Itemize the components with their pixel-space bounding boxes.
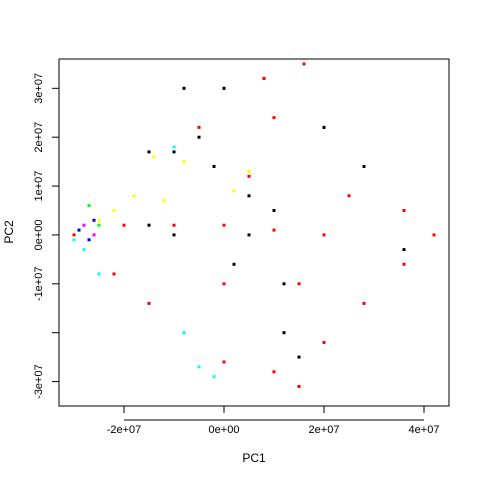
y-tick-label: -3e+07	[33, 364, 45, 399]
data-point	[272, 116, 276, 120]
data-point	[222, 86, 226, 90]
data-point	[87, 204, 91, 208]
data-point	[172, 150, 176, 154]
data-point	[302, 62, 306, 66]
data-point	[172, 233, 176, 237]
data-point	[247, 169, 251, 173]
data-point	[402, 209, 406, 212]
data-point	[182, 331, 186, 335]
y-axis: -3e+07 -1e+07 0e+00 1e+07 2e+07 3e+07	[33, 73, 59, 399]
y-axis-title: PC2	[2, 220, 16, 244]
data-point	[222, 223, 226, 227]
data-point	[212, 165, 216, 168]
data-point	[82, 223, 86, 227]
data-point	[297, 355, 301, 359]
data-point	[182, 86, 186, 90]
data-point	[182, 160, 186, 164]
data-point	[402, 248, 406, 252]
x-tick-label: 4e+07	[409, 424, 440, 436]
data-point	[212, 375, 216, 379]
y-tick-label: 2e+07	[33, 122, 45, 153]
x-tick-label: 2e+07	[309, 424, 340, 436]
data-point	[132, 194, 136, 198]
data-point	[92, 233, 96, 237]
plot-frame	[58, 58, 450, 407]
data-point	[282, 331, 286, 335]
data-point	[147, 223, 151, 227]
y-tick-label: 1e+07	[33, 171, 45, 202]
data-point	[147, 301, 151, 305]
data-point	[322, 125, 326, 129]
x-axis: -2e+07 0e+00 2e+07 4e+07	[107, 406, 440, 436]
data-point	[362, 165, 366, 168]
data-point	[197, 125, 201, 129]
data-point	[247, 194, 251, 198]
points-layer	[72, 62, 436, 388]
data-point	[147, 150, 151, 154]
data-point	[97, 218, 101, 222]
data-point	[162, 199, 166, 203]
data-point	[232, 262, 236, 266]
data-point	[172, 223, 176, 227]
data-point	[297, 282, 301, 286]
data-point	[432, 233, 436, 237]
data-point	[262, 77, 266, 80]
data-point	[272, 370, 276, 374]
data-point	[197, 365, 201, 369]
x-tick-label: 0e+00	[209, 424, 240, 436]
data-point	[282, 282, 286, 286]
data-point	[272, 228, 276, 232]
data-point	[247, 174, 251, 178]
data-point	[97, 223, 101, 227]
data-point	[172, 145, 176, 149]
data-point	[272, 209, 276, 212]
data-point	[87, 238, 91, 242]
data-point	[402, 262, 406, 266]
data-point	[97, 272, 101, 276]
axes-layer: -2e+07 0e+00 2e+07 4e+07 -3e+07 -1e+07 0e+00 1…	[2, 58, 450, 465]
y-tick-label: 0e+00	[33, 219, 45, 250]
data-point	[362, 301, 366, 305]
data-point	[322, 341, 326, 344]
data-point	[197, 135, 201, 139]
data-point	[92, 218, 96, 222]
data-point	[72, 238, 76, 242]
y-tick-label: -1e+07	[33, 267, 45, 302]
data-point	[232, 189, 236, 193]
data-point	[122, 223, 126, 227]
data-point	[247, 233, 251, 237]
data-point	[112, 209, 116, 212]
data-point	[112, 272, 116, 276]
data-point	[152, 155, 156, 159]
data-point	[222, 282, 226, 286]
data-point	[82, 248, 86, 252]
x-tick-label: -2e+07	[107, 424, 142, 436]
data-point	[222, 360, 226, 364]
x-axis-title: PC1	[242, 451, 266, 465]
data-point	[322, 233, 326, 237]
data-point	[77, 228, 81, 232]
data-point	[297, 385, 301, 388]
data-point	[347, 194, 351, 198]
y-tick-label: 3e+07	[33, 73, 45, 104]
data-point	[72, 233, 76, 237]
